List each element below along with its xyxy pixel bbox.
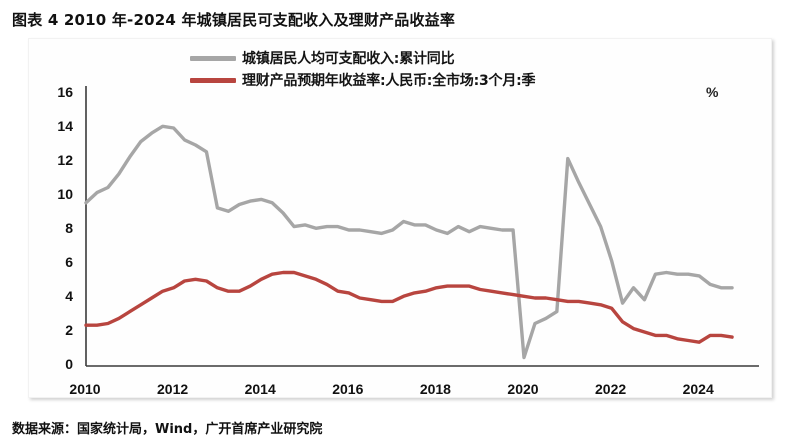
x-tick-2016: 2016	[332, 381, 364, 397]
legend-swatch-income	[190, 55, 236, 61]
y-tick-6: 6	[65, 254, 73, 270]
legend-item-income: 城镇居民人均可支配收入:累计同比	[190, 48, 535, 70]
y-tick-12: 12	[57, 152, 73, 168]
y-tick-10: 10	[57, 186, 73, 202]
y-tick-16: 16	[57, 84, 73, 100]
x-tick-2018: 2018	[419, 381, 451, 397]
y-tick-0: 0	[65, 356, 73, 372]
y-tick-14: 14	[57, 118, 73, 134]
unit-label-percent: %	[706, 84, 719, 100]
series-line-income	[84, 124, 734, 360]
x-tick-2020: 2020	[507, 381, 539, 397]
y-tick-8: 8	[65, 220, 73, 236]
x-tick-2010: 2010	[69, 381, 101, 397]
y-tick-2: 2	[65, 322, 73, 338]
legend-label-income: 城镇居民人均可支配收入:累计同比	[242, 51, 455, 67]
legend-item-yield: 理财产品预期年收益率:人民币:全市场:3个月:季	[190, 70, 536, 92]
legend-label-yield: 理财产品预期年收益率:人民币:全市场:3个月:季	[242, 73, 536, 89]
plot-area	[28, 38, 772, 398]
chart-legend: 城镇居民人均可支配收入:累计同比 理财产品预期年收益率:人民币:全市场:3个月:…	[190, 48, 536, 92]
figure-title: 图表 4 2010 年-2024 年城镇居民可支配收入及理财产品收益率	[12, 11, 456, 29]
legend-swatch-yield	[190, 77, 236, 83]
y-tick-4: 4	[65, 288, 73, 304]
x-tick-2012: 2012	[157, 381, 189, 397]
line-chart	[84, 86, 759, 367]
x-tick-2022: 2022	[595, 381, 627, 397]
series-line-yield	[84, 270, 734, 344]
x-tick-2024: 2024	[682, 381, 714, 397]
source-note: 数据来源：国家统计局，Wind，广开首席产业研究院	[12, 422, 323, 437]
x-tick-2014: 2014	[244, 381, 276, 397]
